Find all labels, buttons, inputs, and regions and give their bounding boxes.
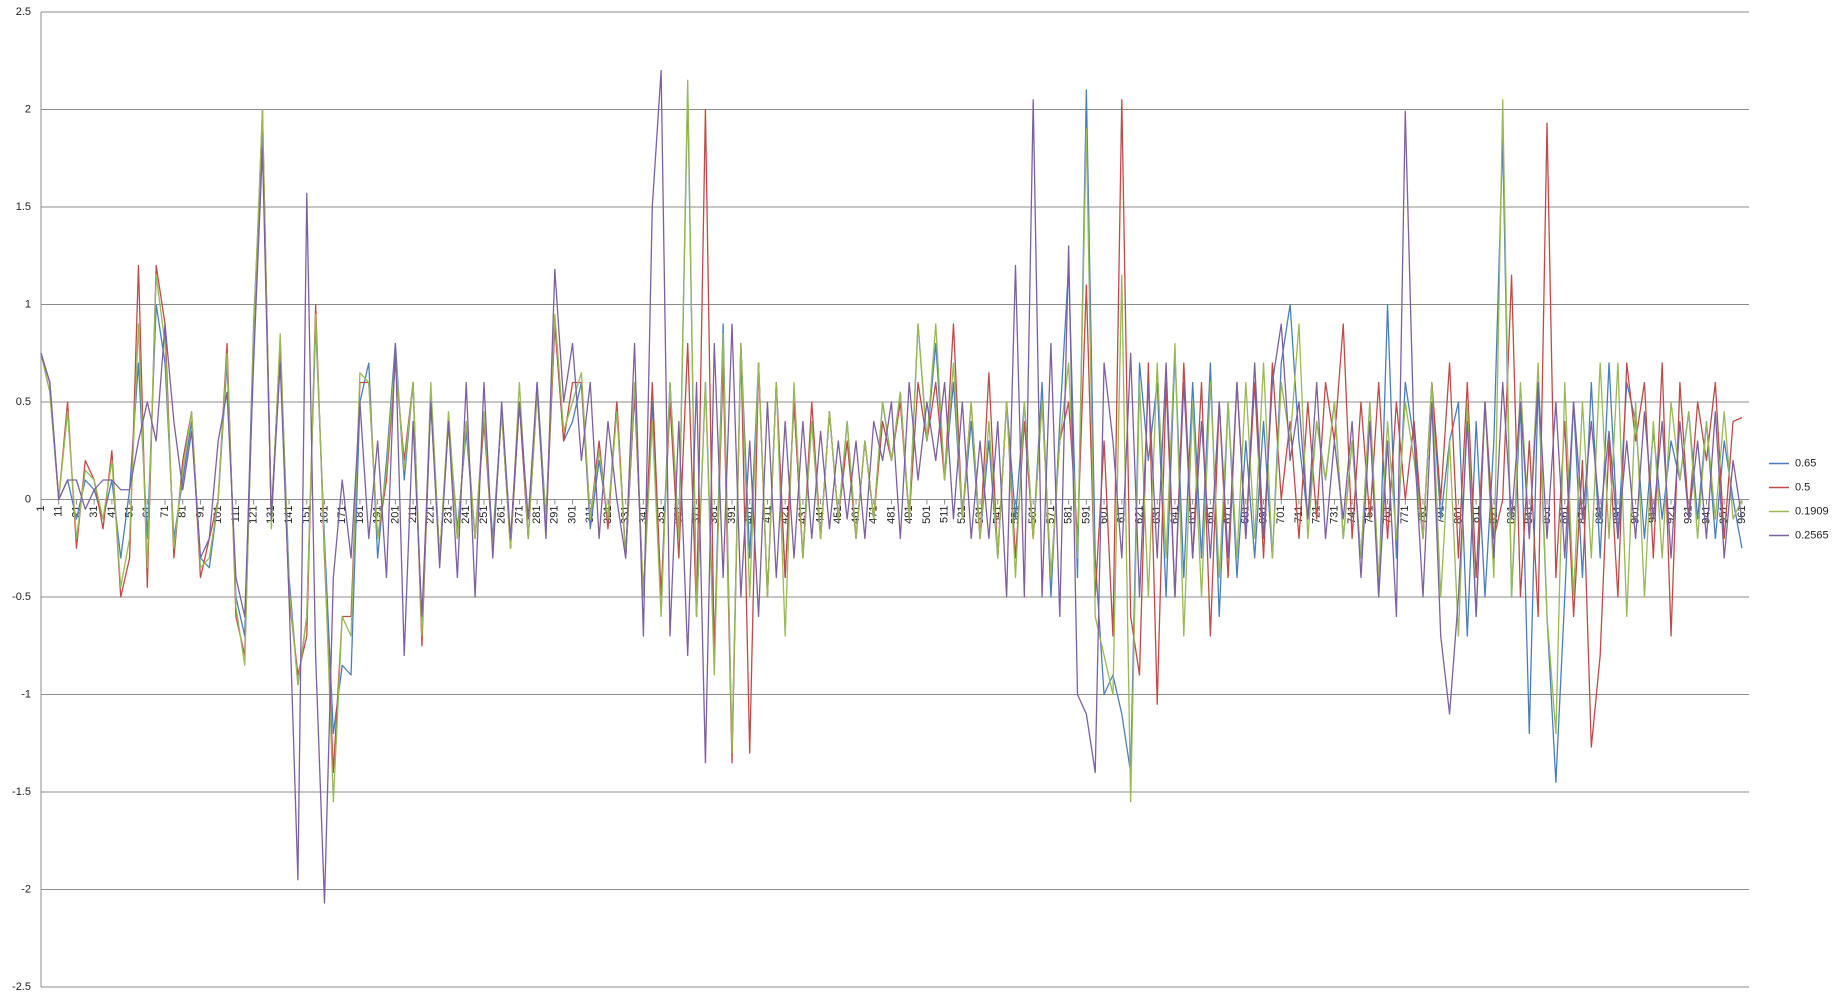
x-tick-label: 771: [1399, 506, 1411, 524]
x-tick-label: 31: [88, 506, 100, 518]
legend-label: 0.2565: [1795, 529, 1829, 541]
x-tick-label: 221: [425, 506, 437, 524]
x-tick-label: 501: [921, 506, 933, 524]
x-tick-label: 271: [513, 506, 525, 524]
x-tick-label: 731: [1328, 506, 1340, 524]
y-tick-label: 2: [25, 103, 31, 115]
series-line: [40, 79, 1743, 803]
x-tick-label: 111: [230, 506, 242, 523]
x-tick-label: 461: [850, 506, 862, 524]
y-tick-label: 1: [25, 298, 31, 310]
x-tick-label: 741: [1346, 506, 1358, 524]
x-tick-label: 391: [726, 506, 738, 524]
x-tick-label: 691: [1257, 506, 1269, 524]
x-tick-label: 61: [141, 506, 153, 518]
x-tick-label: 291: [549, 506, 561, 524]
x-tick-label: 121: [248, 506, 260, 524]
x-tick-label: 441: [814, 506, 826, 524]
x-tick-label: 701: [1275, 506, 1287, 524]
y-tick-label: 2.5: [16, 6, 31, 18]
y-tick-label: -1.5: [12, 786, 31, 798]
x-tick-label: 241: [460, 506, 472, 524]
x-tick-label: 81: [177, 506, 189, 518]
x-tick-label: 141: [283, 506, 295, 524]
x-tick-label: 301: [566, 506, 578, 524]
x-tick-label: 531: [974, 506, 986, 524]
x-tick-label: 581: [1063, 506, 1075, 524]
legend-label: 0.5: [1795, 481, 1810, 493]
legend-label: 0.1909: [1795, 505, 1829, 517]
y-tick-label: 0: [25, 493, 31, 505]
y-tick-label: -2: [21, 883, 31, 895]
x-tick-label: 591: [1080, 506, 1092, 524]
x-tick-label: 51: [123, 506, 135, 518]
x-tick-label: 281: [531, 506, 543, 524]
y-tick-label: 0.5: [16, 396, 31, 408]
x-tick-label: 261: [496, 506, 508, 524]
x-tick-label: 431: [797, 506, 809, 524]
x-tick-label: 161: [318, 506, 330, 524]
x-tick-label: 681: [1240, 506, 1252, 524]
x-tick-label: 331: [620, 506, 632, 524]
x-tick-label: 941: [1700, 506, 1712, 524]
legend-label: 0.65: [1795, 457, 1816, 469]
x-tick-label: 11: [53, 506, 65, 517]
x-tick-label: 71: [159, 506, 171, 518]
series-line: [40, 69, 1743, 904]
y-tick-label: -0.5: [12, 591, 31, 603]
y-tick-label: -2.5: [12, 981, 31, 993]
x-tick-label: 231: [442, 506, 454, 524]
x-tick-label: 251: [478, 506, 490, 524]
y-tick-label: 1.5: [16, 201, 31, 213]
x-tick-label: 201: [389, 506, 401, 524]
x-tick-label: 481: [885, 506, 897, 524]
y-tick-label: -1: [21, 688, 31, 700]
x-tick-label: 561: [1027, 506, 1039, 524]
x-tick-label: 631: [1151, 506, 1163, 524]
x-tick-label: 1: [35, 506, 47, 512]
x-tick-label: 711: [1293, 506, 1305, 524]
x-tick-label: 511: [939, 506, 951, 524]
